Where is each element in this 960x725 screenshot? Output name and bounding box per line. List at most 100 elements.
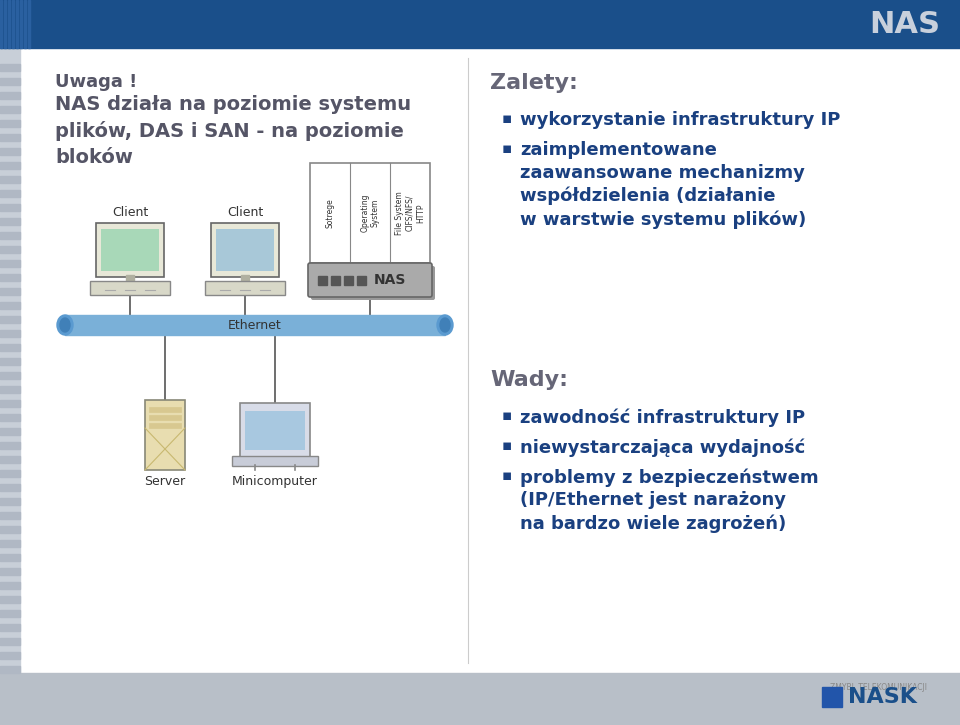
Bar — [0, 0, 2, 48]
Text: Operating
System: Operating System — [360, 194, 380, 232]
Bar — [0, 344, 20, 351]
Text: ▪: ▪ — [502, 111, 513, 126]
Bar — [0, 316, 20, 323]
Bar — [0, 638, 20, 645]
Bar — [0, 274, 20, 281]
Ellipse shape — [440, 318, 450, 332]
Bar — [0, 526, 20, 533]
Bar — [310, 163, 430, 263]
Bar — [344, 276, 353, 285]
Bar — [149, 415, 181, 420]
Text: File System
CIFS/NFS/
HTTP: File System CIFS/NFS/ HTTP — [396, 191, 425, 235]
Bar — [0, 428, 20, 435]
Bar — [0, 106, 20, 113]
Text: NAS działa na poziomie systemu
plików, DAS i SAN - na poziomie
bloków: NAS działa na poziomie systemu plików, D… — [55, 95, 411, 167]
Bar — [12, 0, 14, 48]
Bar — [0, 162, 20, 169]
Bar — [0, 232, 20, 239]
Bar — [0, 246, 20, 253]
Text: NAS: NAS — [373, 273, 406, 287]
Ellipse shape — [57, 315, 73, 335]
Bar — [0, 666, 20, 673]
Bar — [0, 596, 20, 603]
Bar — [331, 276, 340, 285]
Bar — [24, 0, 26, 48]
Text: Client: Client — [112, 206, 148, 219]
Bar — [216, 229, 274, 271]
Text: ▪: ▪ — [502, 438, 513, 453]
Bar — [145, 400, 185, 470]
Text: ▪: ▪ — [502, 408, 513, 423]
Bar — [0, 442, 20, 449]
Text: Ethernet: Ethernet — [228, 318, 282, 331]
Bar — [232, 456, 318, 466]
Text: Server: Server — [144, 475, 185, 488]
Bar — [0, 148, 20, 155]
Bar — [822, 687, 842, 707]
Bar — [245, 411, 305, 450]
Bar — [0, 624, 20, 631]
FancyBboxPatch shape — [211, 223, 279, 277]
Text: zaimplementowane
zaawansowane mechanizmy
współdzielenia (działanie
w warstwie sy: zaimplementowane zaawansowane mechanizmy… — [520, 141, 806, 229]
Bar — [0, 652, 20, 659]
Bar — [0, 288, 20, 295]
Ellipse shape — [60, 318, 70, 332]
Text: Client: Client — [227, 206, 263, 219]
FancyBboxPatch shape — [96, 223, 164, 277]
Bar — [16, 0, 18, 48]
Bar — [8, 0, 10, 48]
Bar — [0, 176, 20, 183]
Bar — [0, 190, 20, 197]
Bar — [357, 276, 366, 285]
Bar — [126, 275, 134, 283]
Bar — [0, 134, 20, 141]
Bar — [65, 315, 445, 335]
Bar — [0, 302, 20, 309]
FancyBboxPatch shape — [308, 263, 432, 297]
FancyBboxPatch shape — [205, 281, 285, 295]
Bar — [0, 330, 20, 337]
Bar — [0, 554, 20, 561]
Bar — [0, 260, 20, 267]
Bar — [0, 610, 20, 617]
Text: wykorzystanie infrastruktury IP: wykorzystanie infrastruktury IP — [520, 111, 840, 129]
Text: ZMYBL TELEKOMUNIKACJI: ZMYBL TELEKOMUNIKACJI — [830, 683, 927, 692]
Text: Wady:: Wady: — [490, 370, 568, 390]
Bar — [0, 568, 20, 575]
Bar — [0, 414, 20, 421]
Bar — [0, 512, 20, 519]
Bar — [149, 423, 181, 428]
Bar — [0, 673, 960, 725]
Bar — [0, 358, 20, 365]
Bar — [28, 0, 30, 48]
FancyBboxPatch shape — [90, 281, 170, 295]
Text: Zalety:: Zalety: — [490, 73, 578, 93]
Bar — [0, 456, 20, 463]
Bar — [0, 204, 20, 211]
Text: ▪: ▪ — [502, 468, 513, 483]
Bar — [0, 540, 20, 547]
Bar — [318, 276, 327, 285]
Bar — [0, 400, 20, 407]
Text: NASK: NASK — [848, 687, 917, 707]
Bar — [0, 498, 20, 505]
Bar — [0, 78, 20, 85]
Bar — [0, 484, 20, 491]
Bar — [0, 470, 20, 477]
Bar — [0, 372, 20, 379]
Bar — [0, 92, 20, 99]
Bar — [149, 407, 181, 412]
Bar — [101, 229, 159, 271]
Bar — [0, 582, 20, 589]
Text: ▪: ▪ — [502, 141, 513, 156]
Ellipse shape — [437, 315, 453, 335]
Bar — [0, 120, 20, 127]
Text: NAS: NAS — [869, 9, 940, 38]
Bar — [241, 275, 249, 283]
Text: zawodność infrastruktury IP: zawodność infrastruktury IP — [520, 408, 805, 426]
Bar — [0, 218, 20, 225]
Bar — [0, 0, 960, 48]
Text: niewystarczająca wydajność: niewystarczająca wydajność — [520, 438, 805, 457]
Bar — [20, 0, 22, 48]
Text: Sotrege: Sotrege — [325, 198, 334, 228]
